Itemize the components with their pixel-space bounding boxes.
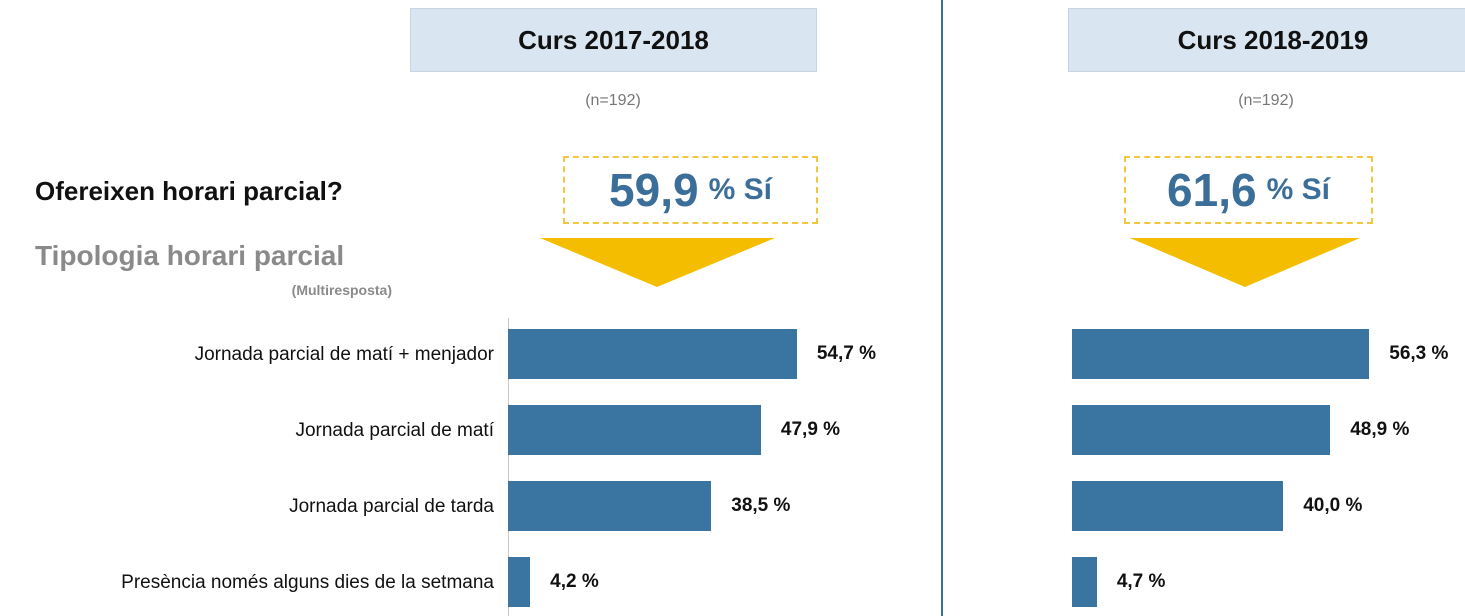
bar [1072,329,1370,379]
value-label: 48,9 % [1350,419,1410,440]
value-label: 38,5 % [731,495,791,516]
highlight-box: 59,9 % Sí [563,156,818,224]
note: (Multiresposta) [291,282,392,298]
value-label: 54,7 % [816,343,876,364]
category-label: Presència només alguns dies de la setman… [121,571,494,593]
highlight-value: 61,6 [1167,164,1257,216]
bar [508,557,531,607]
header: Curs 2017-2018 [410,8,817,72]
category-label: Jornada parcial de tarda [289,495,494,517]
category-label: Jornada parcial de matí + menjador [194,343,494,365]
divider [941,0,943,616]
category-label: Jornada parcial de matí [295,419,494,441]
highlight-suffix: % Sí [708,173,772,206]
bar [508,405,761,455]
bar [508,329,797,379]
subheading: Tipologia horari parcial [35,240,345,271]
bar [1072,557,1097,607]
header: Curs 2018-2019 [1068,8,1465,72]
value-label: 47,9 % [780,419,841,440]
question: Ofereixen horari parcial? [35,176,343,206]
value-label: 4,7 % [1116,571,1166,592]
subtitle: (n=192) [585,92,641,109]
value-label: 40,0 % [1303,495,1363,516]
arrow [540,238,775,287]
arrow [1130,238,1360,287]
highlight-suffix: % Sí [1266,173,1330,206]
value-label: 56,3 % [1389,343,1449,364]
axis-line [508,318,509,616]
bar [508,481,712,531]
highlight-box: 61,6 % Sí [1124,156,1373,224]
highlight-value: 59,9 [609,164,699,216]
bar [1072,481,1284,531]
bar [1072,405,1331,455]
value-label: 4,2 % [550,571,599,592]
subtitle: (n=192) [1238,92,1294,109]
